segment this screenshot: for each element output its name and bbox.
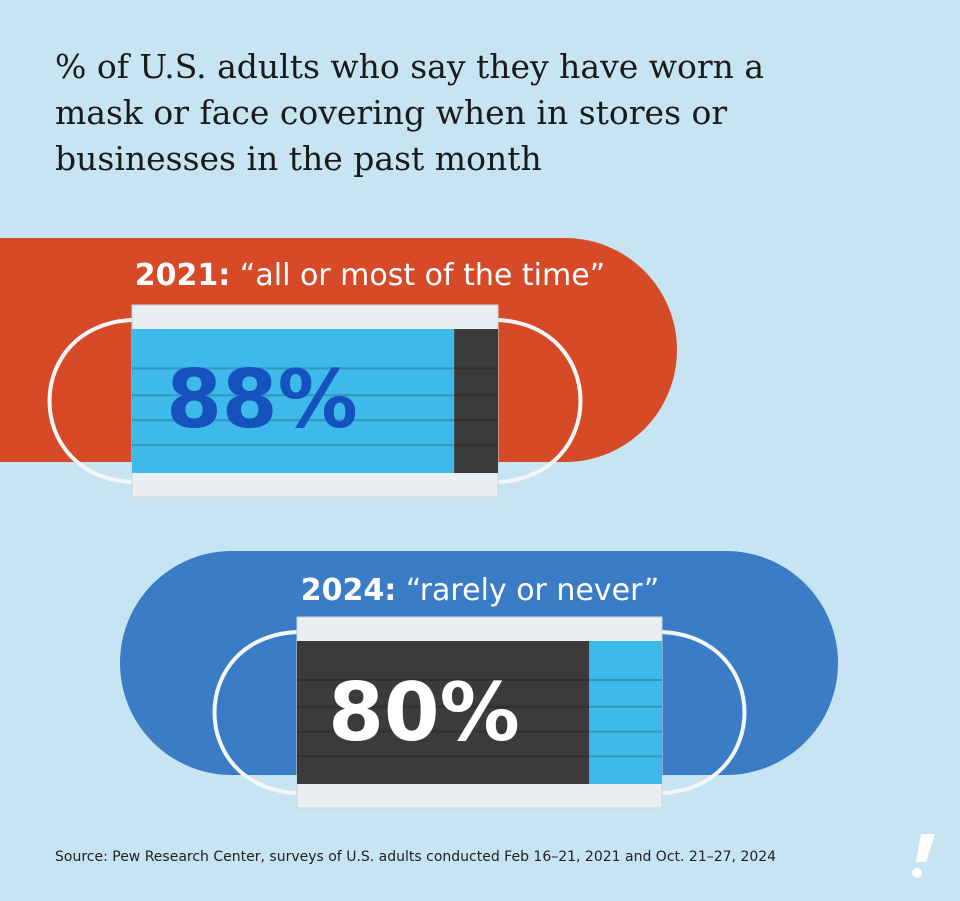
value-label: 80%: [328, 666, 519, 759]
ear-loop: [497, 318, 583, 484]
ear-loop: [47, 318, 133, 484]
chart-title: % of U.S. adults who say they have worn …: [55, 47, 765, 178]
mask-fill: [297, 641, 589, 784]
mask-fill: [132, 329, 455, 473]
year: 2024:: [301, 573, 397, 608]
year: 2021:: [135, 258, 231, 293]
category-label: 2021: “all or most of the time”: [135, 258, 605, 293]
mask-rest: [589, 641, 662, 784]
category-label: 2024: “rarely or never”: [301, 573, 659, 608]
description: “all or most of the time”: [240, 258, 605, 293]
mask-rest: [454, 329, 498, 473]
ear-loop: [661, 630, 747, 795]
source: Source: Pew Research Center, surveys of …: [55, 849, 776, 865]
description: “rarely or never”: [406, 573, 659, 608]
logo: [912, 834, 935, 878]
ear-loop: [212, 630, 298, 795]
value-label: 88%: [166, 353, 357, 446]
